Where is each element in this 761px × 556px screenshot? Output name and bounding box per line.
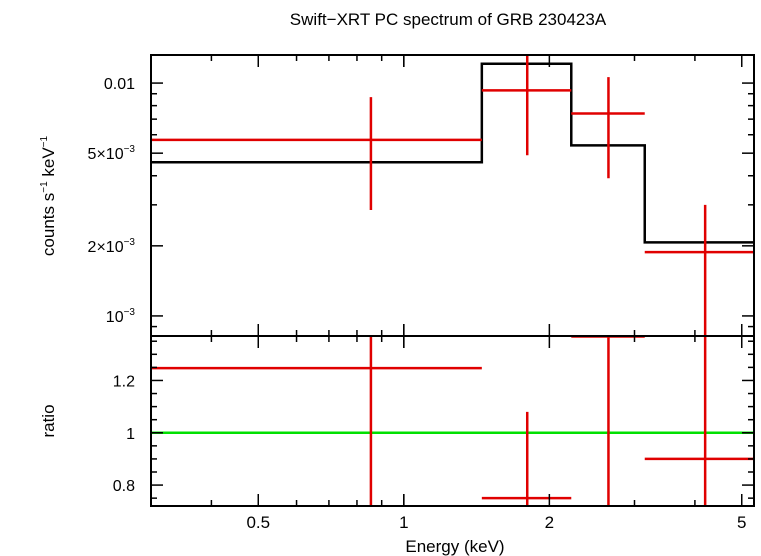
top-y-tick-label-2: 2×10−3 [88,237,136,256]
model-step-line [151,62,754,244]
x-tick-label-1: 1 [399,513,408,532]
top-y-axis-label: counts s−1 keV−1 [39,135,58,256]
top-data-points [151,55,754,336]
x-tick-label-3: 5 [737,513,746,532]
top-y-axis: 0.01 5×10−3 2×10−3 10−3 [88,76,754,328]
bottom-y-tick-label-0: 0.8 [113,478,135,495]
top-y-tick-label-1: 5×10−3 [88,144,136,163]
top-y-tick-label-3: 10−3 [106,307,136,326]
top-y-tick-label-0: 0.01 [104,76,135,93]
x-axis: 0.5 1 2 5 [150,55,746,532]
x-axis-label: Energy (keV) [405,537,504,556]
bottom-y-tick-label-2: 1.2 [113,373,135,390]
chart-title: Swift−XRT PC spectrum of GRB 230423A [290,10,607,29]
bottom-y-axis-label: ratio [39,404,58,437]
bottom-panel-frame [150,335,755,507]
top-y-label-sup1: −1 [39,181,50,193]
x-tick-label-0: 0.5 [246,513,270,532]
top-y-label-mid: keV [39,147,58,182]
model-line [151,62,754,244]
x-tick-label-2: 2 [545,513,554,532]
top-y-label-main: counts s [39,193,58,256]
bottom-y-axis: 0.8 1 1.2 [113,340,754,499]
bottom-y-tick-label-1: 1 [126,426,135,443]
top-panel-frame [150,54,755,337]
bottom-data-points [151,336,754,506]
top-y-label-sup2: −1 [39,135,50,147]
